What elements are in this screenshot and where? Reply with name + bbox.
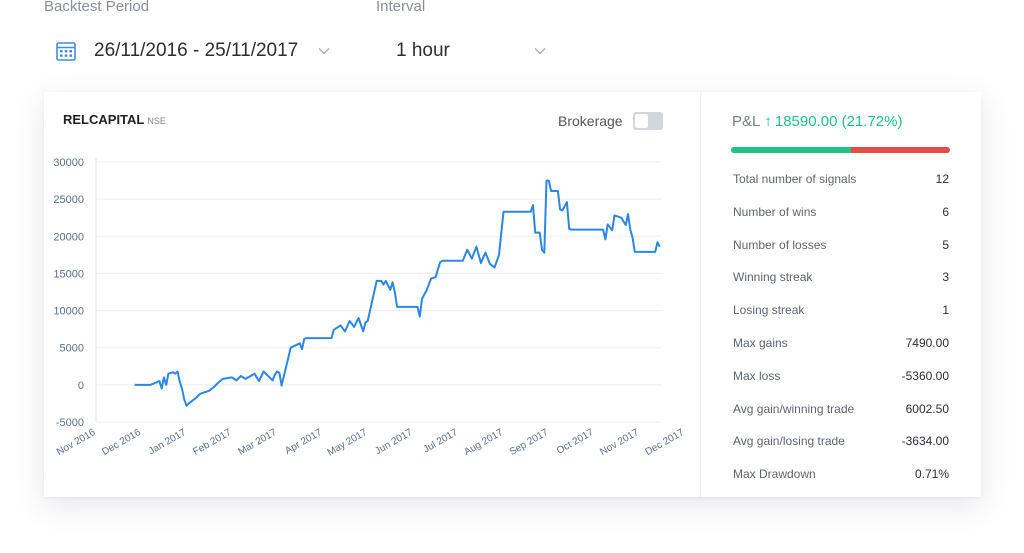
backtest-period-value: 26/11/2016 - 25/11/2017 (94, 40, 299, 61)
y-tick-label: 5000 (60, 343, 84, 355)
x-tick-label: Nov 2017 (598, 427, 641, 458)
stat-label: Number of losses (733, 237, 827, 252)
stat-row: Total number of signals 12 (733, 172, 949, 192)
x-tick-label: Dec 2016 (100, 427, 143, 458)
backtest-period-select[interactable]: 26/11/2016 - 25/11/2017 (56, 36, 330, 66)
stat-row: Number of losses 5 (733, 238, 949, 258)
toggle-knob (635, 114, 648, 128)
arrow-up-icon: ↑ (764, 113, 772, 130)
stat-value: 0.71% (914, 467, 949, 482)
x-tick-label: Oct 2017 (555, 427, 596, 457)
y-tick-label: 30000 (53, 157, 84, 169)
x-tick-label: May 2017 (326, 427, 370, 459)
exchange-label: NSE (147, 116, 166, 126)
stat-label: Avg gain/winning trade (733, 401, 855, 416)
stat-value: 6 (942, 204, 949, 219)
stat-value: 7490.00 (905, 336, 949, 350)
stat-value: 12 (935, 172, 949, 186)
win-portion (731, 147, 852, 153)
stat-row: Avg gain/winning trade 6002.50 (733, 402, 949, 422)
win-loss-bar (731, 147, 950, 153)
stat-label: Max loss (733, 368, 781, 383)
y-tick-label: 0 (78, 380, 84, 392)
x-tick-label: Apr 2017 (283, 427, 324, 457)
stat-row: Max loss -5360.00 (733, 369, 949, 389)
y-tick-label: 25000 (53, 194, 84, 206)
backtest-period-label: Backtest Period (44, 0, 150, 15)
y-tick-label: -5000 (56, 417, 84, 429)
brokerage-toggle[interactable] (633, 112, 663, 130)
stat-value: -3634.00 (901, 434, 949, 449)
stat-label: Max gains (733, 336, 788, 350)
stat-row: Max gains 7490.00 (733, 336, 949, 356)
pnl-label: P&L (732, 113, 761, 130)
stat-row: Number of wins 6 (733, 205, 949, 225)
card-divider (700, 92, 701, 497)
brokerage-label: Brokerage (558, 113, 623, 129)
symbol-title: RELCAPITAL NSE (63, 112, 166, 127)
y-tick-label: 20000 (53, 231, 84, 243)
symbol-name: RELCAPITAL (63, 112, 145, 127)
stat-value: -5360.00 (901, 368, 949, 383)
backtest-result-card: RELCAPITAL NSE Brokerage 30000 25000 20000 1… (44, 92, 981, 497)
pnl-value: 18590.00 (21.72%) (774, 113, 903, 130)
x-tick-label: Dec 2017 (644, 427, 687, 458)
x-tick-label: Feb 2017 (191, 427, 233, 458)
stat-label: Losing streak (733, 303, 805, 318)
y-tick-label: 15000 (53, 268, 84, 280)
stat-label: Winning streak (733, 270, 813, 285)
stat-label: Avg gain/losing trade (733, 434, 845, 449)
x-tick-label: Aug 2017 (462, 427, 505, 458)
x-tick-label: Jun 2017 (373, 427, 415, 457)
pnl-summary: P&L ↑ 18590.00 (21.72%) (732, 113, 902, 130)
y-tick-label: 10000 (53, 306, 84, 318)
x-tick-label: Nov 2016 (55, 427, 98, 458)
stat-row: Winning streak 3 (733, 270, 949, 290)
stat-value: 1 (942, 303, 949, 318)
calendar-icon (56, 42, 76, 61)
x-tick-label: Jul 2017 (421, 427, 460, 456)
stat-value: 3 (942, 270, 949, 285)
interval-value: 1 hour (396, 40, 450, 61)
x-tick-label: Mar 2017 (237, 427, 279, 458)
x-tick-label: Sep 2017 (508, 427, 551, 458)
x-tick-label: Jan 2017 (147, 427, 189, 457)
stat-row: Losing streak 1 (733, 303, 949, 323)
stat-value: 5 (942, 237, 949, 252)
stat-value: 6002.50 (905, 401, 949, 416)
stat-label: Max Drawdown (733, 467, 816, 482)
stat-row: Avg gain/losing trade -3634.00 (733, 434, 949, 454)
interval-select[interactable]: 1 hour (396, 36, 546, 66)
chevron-down-icon (318, 48, 330, 55)
stat-label: Number of wins (733, 204, 817, 219)
chevron-down-icon (534, 48, 546, 55)
stat-label: Total number of signals (733, 172, 857, 186)
interval-label: Interval (376, 0, 426, 15)
series-line (134, 179, 661, 407)
stat-row: Max Drawdown 0.71% (733, 467, 949, 487)
